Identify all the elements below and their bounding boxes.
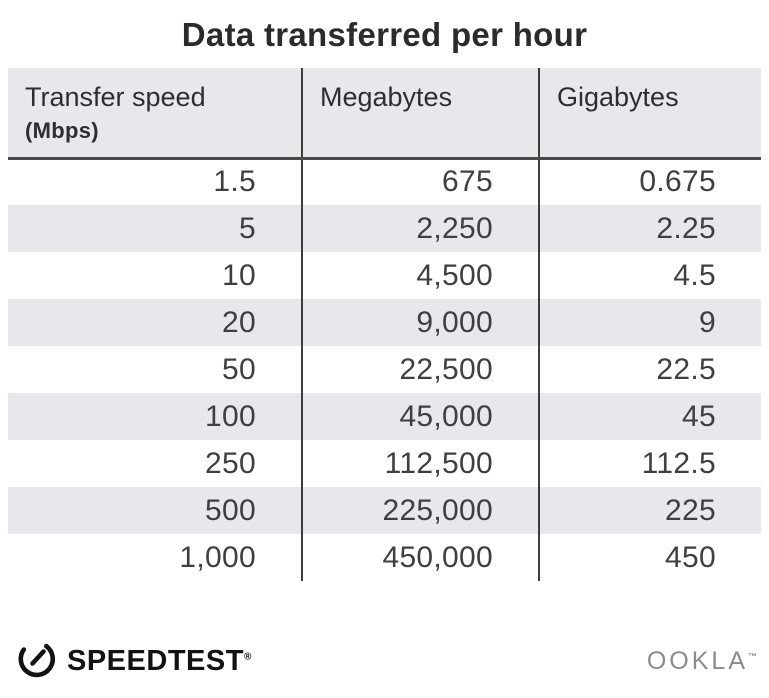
table-row: 1,000 450,000 450	[8, 534, 761, 581]
cell-megabytes: 450,000	[301, 534, 539, 581]
attribution-text: OOKLA	[646, 647, 748, 675]
column-header-label: Transfer speed	[25, 82, 206, 112]
table-row: 1.5 675 0.675	[8, 158, 761, 205]
cell-speed: 20	[222, 305, 256, 339]
column-header-gigabytes: Gigabytes	[538, 68, 761, 158]
cell-gigabytes: 450	[538, 534, 761, 581]
cell-speed: 500	[205, 493, 256, 527]
cell-gigabytes: 2.25	[538, 205, 761, 252]
table-row: 10 4,500 4.5	[8, 252, 761, 299]
footer: SPEEDTEST® OOKLA™	[14, 637, 757, 686]
cell-speed: 10	[222, 258, 256, 292]
cell-speed: 250	[205, 446, 256, 480]
cell-gigabytes: 112.5	[538, 440, 761, 487]
cell-megabytes: 45,000	[301, 393, 539, 440]
column-header-unit: (Mbps)	[25, 118, 99, 143]
cell-megabytes: 22,500	[301, 346, 539, 393]
registered-mark: ®	[243, 651, 252, 663]
column-header-megabytes: Megabytes	[301, 68, 539, 158]
column-header-label: Megabytes	[320, 82, 453, 112]
cell-gigabytes: 22.5	[538, 346, 761, 393]
trademark-mark: ™	[748, 651, 757, 662]
column-header-transfer-speed: Transfer speed (Mbps)	[8, 68, 302, 158]
table-row: 50 22,500 22.5	[8, 346, 761, 393]
cell-megabytes: 2,250	[301, 205, 539, 252]
table-row: 5 2,250 2.25	[8, 205, 761, 252]
cell-megabytes: 675	[301, 158, 539, 205]
table-row: 20 9,000 9	[8, 299, 761, 346]
cell-gigabytes: 4.5	[538, 252, 761, 299]
cell-megabytes: 4,500	[301, 252, 539, 299]
table-header: Transfer speed (Mbps) Megabytes Gigabyte…	[8, 68, 761, 158]
cell-speed: 5	[239, 211, 256, 245]
cell-gigabytes: 0.675	[538, 158, 761, 205]
cell-megabytes: 225,000	[301, 487, 539, 534]
ookla-logo: OOKLA™	[647, 647, 757, 676]
cell-gigabytes: 225	[538, 487, 761, 534]
page-title: Data transferred per hour	[181, 16, 588, 53]
table-body: 1.5 675 0.675 5 2,250 2.25 10 4,500 4.5 …	[8, 158, 761, 581]
column-header-label: Gigabytes	[557, 82, 679, 112]
cell-gigabytes: 45	[538, 393, 761, 440]
speedtest-wordmark: SPEEDTEST®	[67, 645, 252, 678]
data-table: Transfer speed (Mbps) Megabytes Gigabyte…	[8, 68, 761, 581]
cell-megabytes: 9,000	[301, 299, 539, 346]
speedtest-gauge-icon	[14, 637, 58, 686]
table-row: 250 112,500 112.5	[8, 440, 761, 487]
cell-gigabytes: 9	[538, 299, 761, 346]
table-row: 100 45,000 45	[8, 393, 761, 440]
cell-speed: 50	[222, 352, 256, 386]
cell-speed: 1,000	[179, 540, 256, 574]
cell-megabytes: 112,500	[301, 440, 539, 487]
brand-text: SPEEDTEST	[67, 645, 244, 677]
speedtest-logo: SPEEDTEST®	[14, 637, 252, 686]
cell-speed: 1.5	[213, 165, 256, 199]
header-row: Transfer speed (Mbps) Megabytes Gigabyte…	[8, 68, 761, 158]
cell-speed: 100	[205, 399, 256, 433]
table-row: 500 225,000 225	[8, 487, 761, 534]
